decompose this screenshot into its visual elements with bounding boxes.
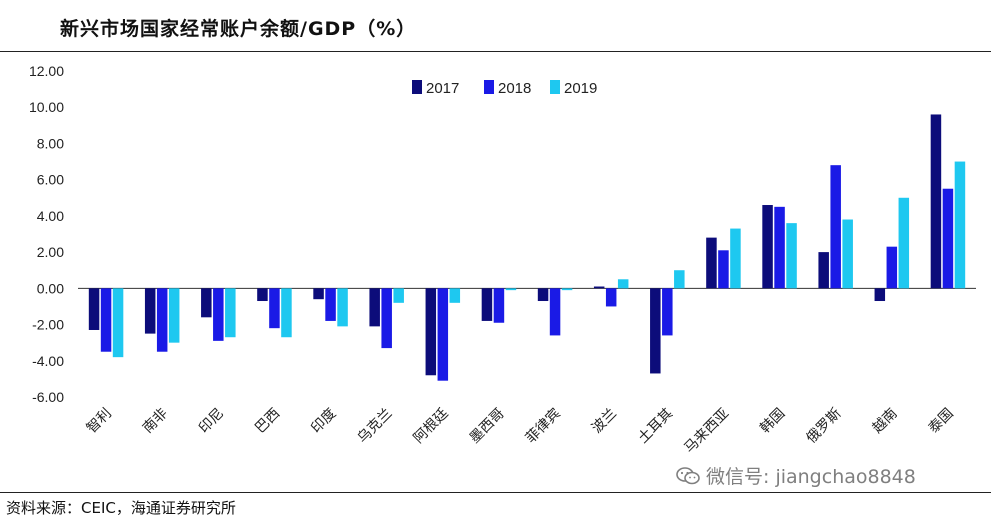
x-category-label: 俄罗斯 (804, 406, 845, 447)
wechat-watermark: 微信号: jiangchao8848 (676, 462, 916, 489)
bar-2017-印度 (313, 288, 324, 300)
bar-chart: 12.00 10.00 8.00 6.00 4.00 2.00 0.00 -2.00 -4.00… (29, 63, 976, 457)
bar-2018-巴西 (269, 288, 280, 329)
bar-2018-韩国 (774, 206, 785, 289)
bar-2018-墨西哥 (493, 288, 505, 323)
bar-2017-韩国 (762, 205, 773, 289)
bar-2018-俄罗斯 (830, 165, 841, 289)
bar-2018-印度 (325, 288, 336, 321)
bar-2019-巴西 (281, 288, 292, 338)
bar-2018-南非 (156, 288, 168, 352)
bar-2017-泰国 (930, 114, 942, 289)
bar-2017-俄罗斯 (818, 252, 829, 289)
bar-2017-南非 (144, 288, 156, 334)
bar-2017-菲律宾 (537, 288, 549, 302)
bar-2019-阿根廷 (449, 288, 461, 303)
x-category-label: 智利 (84, 406, 115, 437)
x-category-label: 印尼 (196, 406, 227, 437)
legend-label-2018: 2018 (498, 80, 531, 97)
y-tick-label: 10.00 (29, 99, 64, 115)
bar-2018-越南 (886, 246, 898, 289)
bar-2017-阿根廷 (425, 288, 437, 376)
bar-2019-印度 (337, 288, 348, 327)
bar-2019-南非 (168, 288, 180, 343)
chart-title: 新兴市场国家经常账户余额/GDP（%） (60, 18, 417, 40)
bar-2017-巴西 (257, 288, 268, 302)
bar-2019-马来西亚 (730, 228, 741, 289)
bar-2018-乌克兰 (381, 288, 392, 349)
legend-label-2019: 2019 (564, 80, 597, 97)
source-note: 资料来源：CEIC，海通证券研究所 (6, 499, 236, 517)
bar-2019-乌克兰 (393, 288, 404, 303)
x-category-label: 土耳其 (635, 406, 676, 447)
bar-2017-马来西亚 (706, 237, 717, 289)
x-category-label: 印度 (308, 406, 339, 437)
legend-swatch-2018 (484, 80, 494, 94)
y-tick-label: -2.00 (32, 317, 64, 333)
x-category-label: 墨西哥 (467, 406, 508, 447)
bar-2019-韩国 (786, 223, 797, 289)
legend-swatch-2019 (550, 80, 560, 94)
bar-2018-马来西亚 (718, 250, 729, 289)
bar-2017-墨西哥 (481, 288, 493, 321)
bar-2017-波兰 (593, 286, 605, 289)
bar-2017-乌克兰 (369, 288, 380, 327)
bar-2019-印尼 (225, 288, 236, 338)
y-tick-label: 8.00 (37, 135, 64, 151)
bar-2019-智利 (112, 288, 124, 358)
x-category-label: 马来西亚 (681, 406, 732, 457)
y-tick-label: 12.00 (29, 63, 64, 79)
bar-2018-波兰 (605, 288, 617, 307)
chart-bars (88, 114, 966, 381)
bar-2019-菲律宾 (561, 288, 573, 291)
bar-2019-墨西哥 (505, 288, 517, 291)
y-axis-tick-labels: 12.00 10.00 8.00 6.00 4.00 2.00 0.00 -2.00 -4.00… (29, 63, 64, 405)
title-divider (0, 51, 991, 52)
bar-2018-印尼 (213, 288, 224, 341)
bar-2019-越南 (898, 197, 910, 289)
y-tick-label: -4.00 (32, 353, 64, 369)
bar-2019-俄罗斯 (842, 219, 853, 289)
y-tick-label: 4.00 (37, 208, 64, 224)
x-category-label: 韩国 (757, 406, 788, 437)
bar-2019-波兰 (617, 279, 629, 289)
x-category-label: 泰国 (926, 406, 957, 437)
x-axis-category-labels: 智利 南非 印尼 巴西 印度 乌克兰 阿根廷 墨西哥 菲律宾 波兰 土耳其 马来西亚 韩国 俄罗斯 越南 泰国 (84, 406, 957, 457)
chart-legend: 2017 2018 2019 (412, 80, 597, 97)
bar-2018-智利 (100, 288, 112, 352)
bar-2017-越南 (874, 288, 886, 302)
bar-2018-泰国 (942, 188, 954, 289)
x-category-label: 越南 (870, 406, 901, 437)
x-category-label: 乌克兰 (355, 406, 396, 447)
bar-2018-菲律宾 (549, 288, 561, 336)
y-tick-label: -6.00 (32, 389, 64, 405)
bar-2017-印尼 (201, 288, 212, 318)
bar-2019-泰国 (954, 161, 966, 289)
legend-label-2017: 2017 (426, 80, 459, 97)
wechat-icon (676, 466, 700, 484)
bar-2017-智利 (88, 288, 100, 330)
watermark-text: 微信号: jiangchao8848 (706, 466, 916, 488)
y-tick-label: 6.00 (37, 172, 64, 188)
bar-2017-土耳其 (650, 288, 661, 374)
x-category-label: 菲律宾 (523, 406, 564, 447)
source-divider (0, 492, 991, 493)
bar-2019-土耳其 (674, 270, 685, 289)
x-category-label: 巴西 (252, 406, 283, 437)
y-tick-label: 2.00 (37, 244, 64, 260)
x-category-label: 阿根廷 (411, 406, 452, 447)
x-category-label: 波兰 (589, 406, 620, 437)
bar-2018-阿根廷 (437, 288, 449, 381)
x-category-label: 南非 (140, 406, 171, 437)
bar-2018-土耳其 (662, 288, 673, 336)
legend-swatch-2017 (412, 80, 422, 94)
y-tick-label: 0.00 (37, 280, 64, 296)
